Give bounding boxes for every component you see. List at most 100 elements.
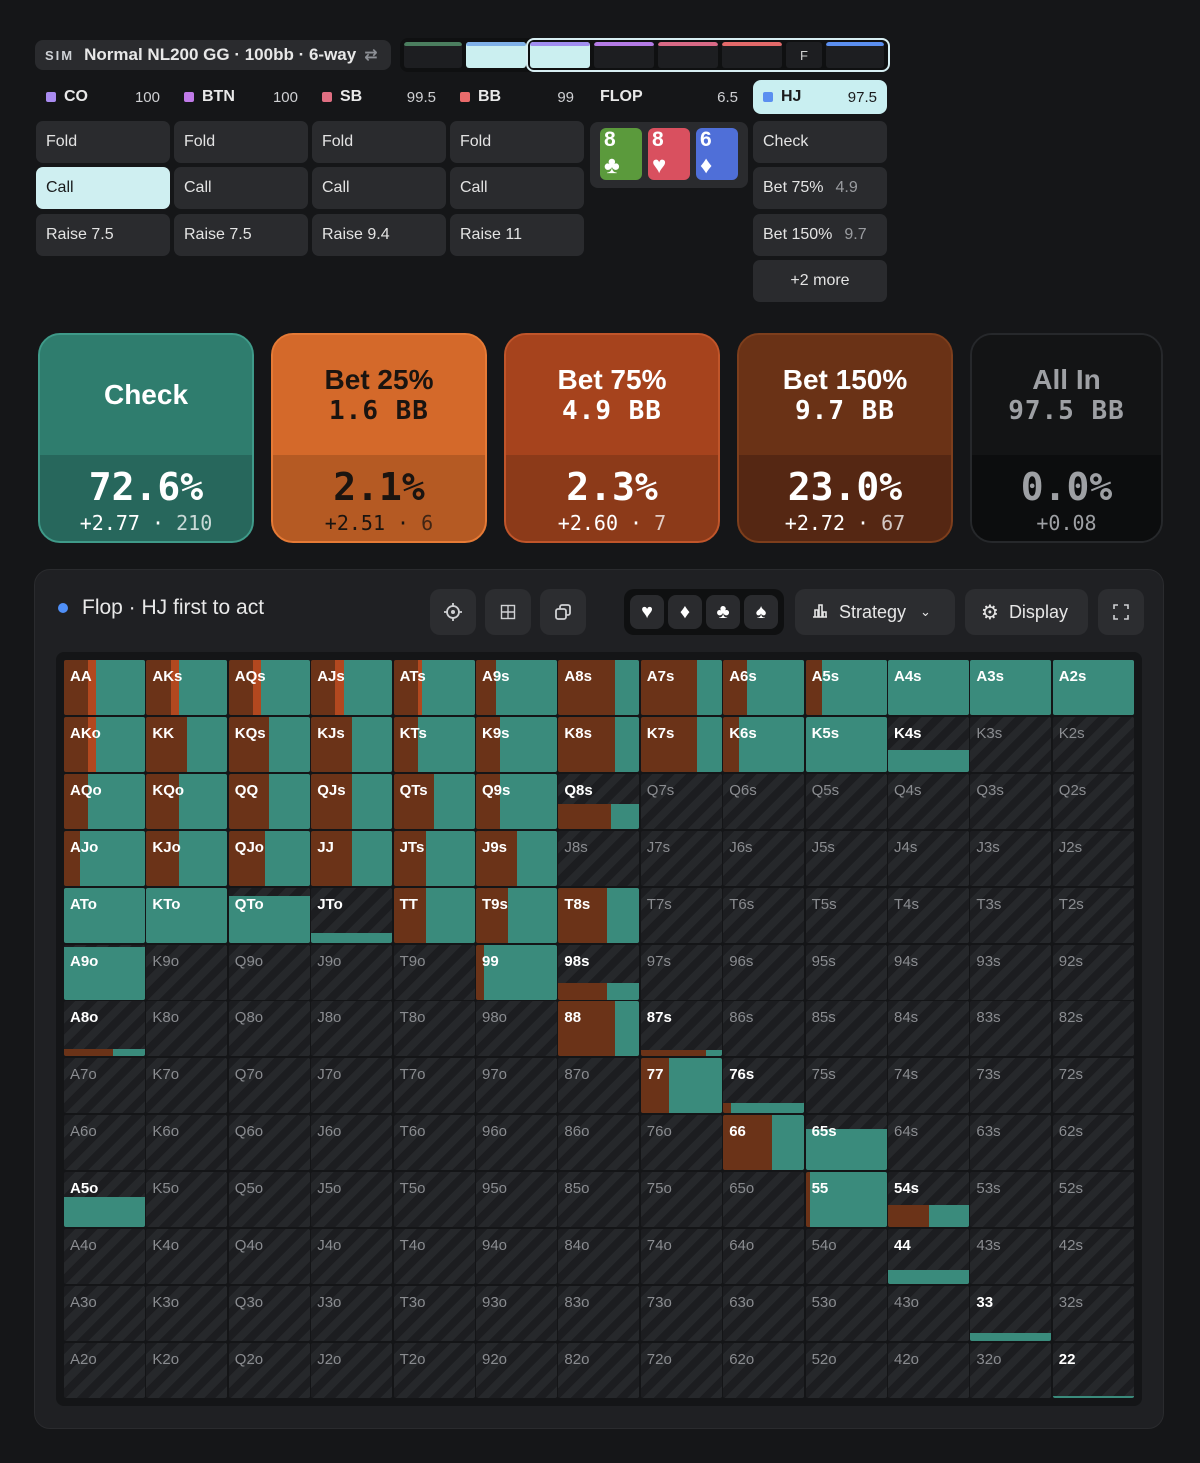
hand-cell[interactable]: K7s <box>640 716 722 772</box>
hand-cell[interactable]: 72o <box>640 1342 722 1398</box>
hand-cell[interactable]: K3s <box>970 716 1052 772</box>
hand-cell[interactable]: 95o <box>476 1172 557 1228</box>
hand-cell[interactable]: AQo <box>64 773 145 829</box>
hand-cell[interactable]: T4s <box>888 887 969 943</box>
strategy-card-bet75[interactable]: Bet 75% 4.9 BB 2.3% +2.60 · 7 <box>504 333 720 543</box>
hand-cell[interactable]: 52o <box>805 1342 887 1398</box>
hand-cell[interactable]: 74o <box>640 1229 722 1284</box>
hj-bet150-button[interactable]: Bet 150% 9.7 <box>753 214 887 256</box>
strategy-card-allin[interactable]: All In 97.5 BB 0.0% +0.08 <box>970 333 1163 543</box>
hand-cell[interactable]: 64s <box>888 1115 969 1171</box>
hand-cell[interactable]: K6o <box>146 1115 228 1171</box>
hand-cell[interactable]: 92o <box>476 1342 557 1398</box>
hand-cell[interactable]: T8s <box>558 887 640 943</box>
hand-cell[interactable]: Q9o <box>228 944 310 1000</box>
hand-cell[interactable]: T9s <box>476 887 557 943</box>
strategy-card-bet25[interactable]: Bet 25% 1.6 BB 2.1% +2.51 · 6 <box>271 333 487 543</box>
hand-cell[interactable]: J3s <box>970 830 1052 886</box>
hand-cell[interactable]: 98o <box>476 1001 557 1057</box>
hand-cell[interactable]: KK <box>146 716 228 772</box>
hand-cell[interactable]: J9s <box>476 830 557 886</box>
hand-cell[interactable]: K4s <box>888 716 969 772</box>
hand-cell[interactable]: 76s <box>723 1058 805 1114</box>
history-step-hj[interactable] <box>466 42 526 68</box>
hand-cell[interactable]: J6o <box>311 1115 393 1171</box>
history-step-sb[interactable] <box>658 42 718 68</box>
hand-cell[interactable]: 87o <box>558 1058 640 1114</box>
grid-icon[interactable] <box>485 589 531 635</box>
hand-cell[interactable]: K3o <box>146 1285 228 1341</box>
hand-cell[interactable]: J5o <box>311 1172 393 1228</box>
hand-cell[interactable]: KQo <box>146 773 228 829</box>
copy-icon[interactable] <box>540 589 586 635</box>
hand-cell[interactable]: J7s <box>640 830 722 886</box>
bb-raise-button[interactable]: Raise 11 <box>450 214 584 256</box>
co-call-button[interactable]: Call <box>36 167 170 209</box>
hand-cell[interactable]: 84o <box>558 1229 640 1284</box>
hand-cell[interactable]: Q5s <box>805 773 887 829</box>
history-step-bb[interactable] <box>722 42 782 68</box>
hand-cell[interactable]: Q4s <box>888 773 969 829</box>
hand-cell[interactable]: Q5o <box>228 1172 310 1228</box>
btn-call-button[interactable]: Call <box>174 167 308 209</box>
hand-cell[interactable]: Q7s <box>640 773 722 829</box>
hj-bet75-button[interactable]: Bet 75% 4.9 <box>753 167 887 209</box>
hand-cell[interactable]: 65o <box>723 1172 805 1228</box>
history-step-flop[interactable]: F <box>786 42 822 68</box>
hand-cell[interactable]: T9o <box>393 944 475 1000</box>
hand-cell[interactable]: Q6o <box>228 1115 310 1171</box>
hand-cell[interactable]: JJ <box>311 830 393 886</box>
hand-cell[interactable]: K9s <box>476 716 557 772</box>
hand-cell[interactable]: J8o <box>311 1001 393 1057</box>
hand-cell[interactable]: 75s <box>805 1058 887 1114</box>
hand-cell[interactable]: 62s <box>1052 1115 1134 1171</box>
hand-cell[interactable]: T8o <box>393 1001 475 1057</box>
hand-cell[interactable]: KJs <box>311 716 393 772</box>
hand-cell[interactable]: K5s <box>805 716 887 772</box>
hand-cell[interactable]: 53s <box>970 1172 1052 1228</box>
hand-cell[interactable]: ATs <box>393 660 475 715</box>
hand-cell[interactable]: 33 <box>970 1285 1052 1341</box>
co-raise-button[interactable]: Raise 7.5 <box>36 214 170 256</box>
hand-cell[interactable]: 86o <box>558 1115 640 1171</box>
heart-icon[interactable]: ♥ <box>630 595 664 629</box>
bb-fold-button[interactable]: Fold <box>450 121 584 163</box>
hand-cell[interactable]: 62o <box>723 1342 805 1398</box>
diamond-icon[interactable]: ♦ <box>668 595 702 629</box>
sb-raise-button[interactable]: Raise 9.4 <box>312 214 446 256</box>
hand-cell[interactable]: A8o <box>64 1001 145 1057</box>
hand-cell[interactable]: QJs <box>311 773 393 829</box>
seat-bb[interactable]: BB 99 <box>450 80 584 114</box>
hand-cell[interactable]: K8o <box>146 1001 228 1057</box>
club-icon[interactable]: ♣ <box>706 595 740 629</box>
hand-cell[interactable]: 54s <box>888 1172 969 1228</box>
hand-cell[interactable]: 83s <box>970 1001 1052 1057</box>
hand-cell[interactable]: Q3s <box>970 773 1052 829</box>
hand-cell[interactable]: QQ <box>228 773 310 829</box>
hand-cell[interactable]: K2o <box>146 1342 228 1398</box>
hand-cell[interactable]: T3o <box>393 1285 475 1341</box>
hand-cell[interactable]: JTo <box>311 887 393 943</box>
btn-raise-button[interactable]: Raise 7.5 <box>174 214 308 256</box>
hand-cell[interactable]: 97o <box>476 1058 557 1114</box>
hand-cell[interactable]: 84s <box>888 1001 969 1057</box>
hand-cell[interactable]: K4o <box>146 1229 228 1284</box>
hand-cell[interactable]: Q4o <box>228 1229 310 1284</box>
hand-cell[interactable]: 82s <box>1052 1001 1134 1057</box>
hand-cell[interactable]: 93o <box>476 1285 557 1341</box>
hand-cell[interactable]: T5o <box>393 1172 475 1228</box>
hand-cell[interactable]: J9o <box>311 944 393 1000</box>
sb-fold-button[interactable]: Fold <box>312 121 446 163</box>
hand-cell[interactable]: Q6s <box>723 773 805 829</box>
hand-cell[interactable]: AJs <box>311 660 393 715</box>
hand-cell[interactable]: 53o <box>805 1285 887 1341</box>
hand-cell[interactable]: K2s <box>1052 716 1134 772</box>
hand-cell[interactable]: J8s <box>558 830 640 886</box>
hand-cell[interactable]: Q3o <box>228 1285 310 1341</box>
hand-cell[interactable]: J6s <box>723 830 805 886</box>
strategy-card-bet150[interactable]: Bet 150% 9.7 BB 23.0% +2.72 · 67 <box>737 333 953 543</box>
sb-call-button[interactable]: Call <box>312 167 446 209</box>
hand-cell[interactable]: 44 <box>888 1229 969 1284</box>
hand-cell[interactable]: 88 <box>558 1001 640 1057</box>
hand-cell[interactable]: KTs <box>393 716 475 772</box>
